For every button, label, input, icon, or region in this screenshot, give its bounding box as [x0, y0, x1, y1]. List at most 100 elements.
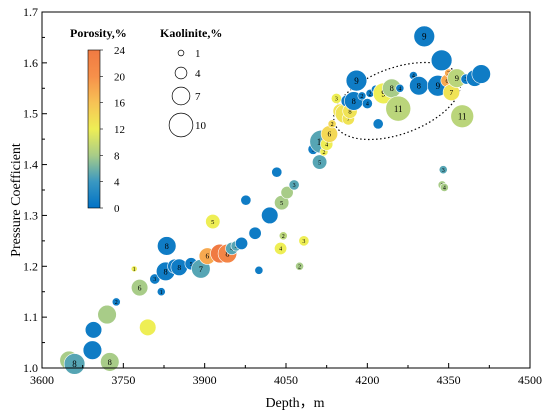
data-point: [278, 231, 288, 241]
data-point-label: 11: [394, 104, 403, 114]
x-tick-label: 4500: [518, 373, 542, 387]
data-point-label: 4: [279, 247, 282, 253]
data-point-label: 8: [348, 108, 352, 115]
data-point: [357, 91, 367, 101]
data-point-label: 2: [298, 264, 301, 270]
data-point: [157, 236, 177, 256]
x-tick-label: 4200: [355, 373, 379, 387]
colorbar-tick-label: 24: [114, 45, 126, 57]
data-point-label: 8: [177, 263, 181, 272]
data-point-label: 6: [206, 252, 210, 261]
y-axis-title: Pressure Coefficient: [9, 143, 24, 257]
data-point-label: 3: [235, 244, 238, 250]
data-point-label: 8: [108, 358, 112, 367]
data-point: [261, 206, 279, 225]
size-legend-label: 7: [195, 91, 201, 103]
size-legend-circle: [174, 66, 188, 80]
axes-layer: 3600 3750 3900 4050 4200 4350 45001.01.11.21.3…: [23, 5, 542, 387]
data-point-label: 6: [328, 130, 332, 139]
data-point-label: 2: [360, 94, 363, 100]
y-tick-label: 1.4: [23, 158, 38, 172]
data-point: [439, 183, 449, 192]
data-point: [471, 64, 491, 84]
size-legend-label: 10: [195, 120, 207, 132]
legend-layer: Porosity,% Kaolinite,% 24 20 16 12 8 4 0 1 4 7 10: [70, 26, 222, 215]
colorbar-tick-label: 12: [114, 124, 125, 136]
data-point: [372, 118, 384, 130]
data-point: [450, 104, 474, 129]
data-point: [280, 186, 294, 200]
data-point-label: 5: [190, 262, 193, 268]
data-point-label: 6: [138, 283, 142, 292]
y-tick-label: 1.6: [23, 56, 38, 70]
data-point: [288, 179, 300, 191]
data-point-label: 4: [398, 86, 401, 92]
data-point: [84, 321, 103, 339]
data-point-label: 4: [366, 102, 369, 108]
data-point-label: 3: [335, 97, 338, 103]
data-point-label: 3: [302, 239, 305, 245]
data-point: [97, 304, 117, 325]
x-tick-label: 3600: [30, 373, 54, 387]
data-point-label: 9: [455, 74, 459, 83]
data-point-label: 8: [390, 84, 394, 93]
x-axis-title: Depth，m: [265, 396, 324, 411]
data-point: [248, 226, 262, 240]
y-tick-label: 1.0: [23, 361, 38, 375]
y-tick-label: 1.5: [23, 107, 38, 121]
data-point: [430, 49, 453, 72]
data-point-label: 2: [369, 91, 372, 97]
size-legend-circle: [177, 49, 185, 57]
data-point-label: 9: [354, 76, 359, 86]
x-tick-label: 3750: [111, 373, 135, 387]
x-tick-label: 4350: [437, 373, 461, 387]
colorbar-tick-label: 0: [114, 203, 120, 215]
data-point: [205, 213, 221, 230]
data-point: [274, 241, 288, 255]
data-point-label: 8: [72, 359, 77, 369]
data-point-label: 1: [133, 267, 136, 273]
data-point-label: 7: [450, 88, 454, 97]
data-point-label: 9: [422, 32, 427, 42]
size-legend-label: 4: [195, 68, 201, 80]
kaolinite-legend-title: Kaolinite,%: [160, 26, 222, 40]
y-tick-label: 1.2: [23, 259, 38, 273]
data-point: [361, 98, 373, 109]
data-point-label: 7: [199, 265, 203, 274]
data-point-label: 7: [347, 117, 350, 123]
data-point-label: 9: [436, 81, 441, 91]
data-point-label: 8: [164, 267, 168, 276]
data-point: [131, 279, 149, 297]
data-point-label: 11: [458, 111, 467, 121]
data-point: [156, 287, 166, 297]
x-tick-label: 3900: [193, 373, 217, 387]
data-point-label: 8: [417, 82, 421, 91]
data-point: [438, 165, 448, 175]
data-point-label: 2: [282, 234, 285, 240]
data-point: [295, 261, 304, 271]
data-point-label: 2: [115, 300, 118, 306]
data-point-label: 4: [325, 142, 328, 148]
porosity-colorbar: [87, 49, 101, 209]
data-point: [327, 119, 337, 129]
y-tick-label: 1.1: [23, 310, 38, 324]
data-point-label: 2: [322, 150, 325, 156]
colorbar-tick-label: 20: [114, 71, 126, 83]
colorbar-tick-label: 4: [114, 177, 120, 189]
size-legend-circle: [171, 86, 191, 106]
data-point: [395, 83, 405, 93]
data-point: [130, 265, 138, 273]
x-tick-label: 4050: [274, 373, 298, 387]
data-point: [385, 95, 412, 122]
data-point-label: 3: [293, 183, 296, 189]
colorbar-tick-label: 16: [114, 98, 126, 110]
colorbar-tick-label: 8: [114, 150, 120, 162]
y-tick-label: 1.7: [23, 5, 38, 19]
size-legend-label: 1: [195, 48, 201, 60]
data-point: [111, 297, 121, 307]
data-point-label: 8: [352, 97, 356, 106]
porosity-legend-title: Porosity,%: [70, 26, 127, 40]
data-point: [100, 352, 120, 372]
data-point-label: 8: [225, 250, 229, 259]
